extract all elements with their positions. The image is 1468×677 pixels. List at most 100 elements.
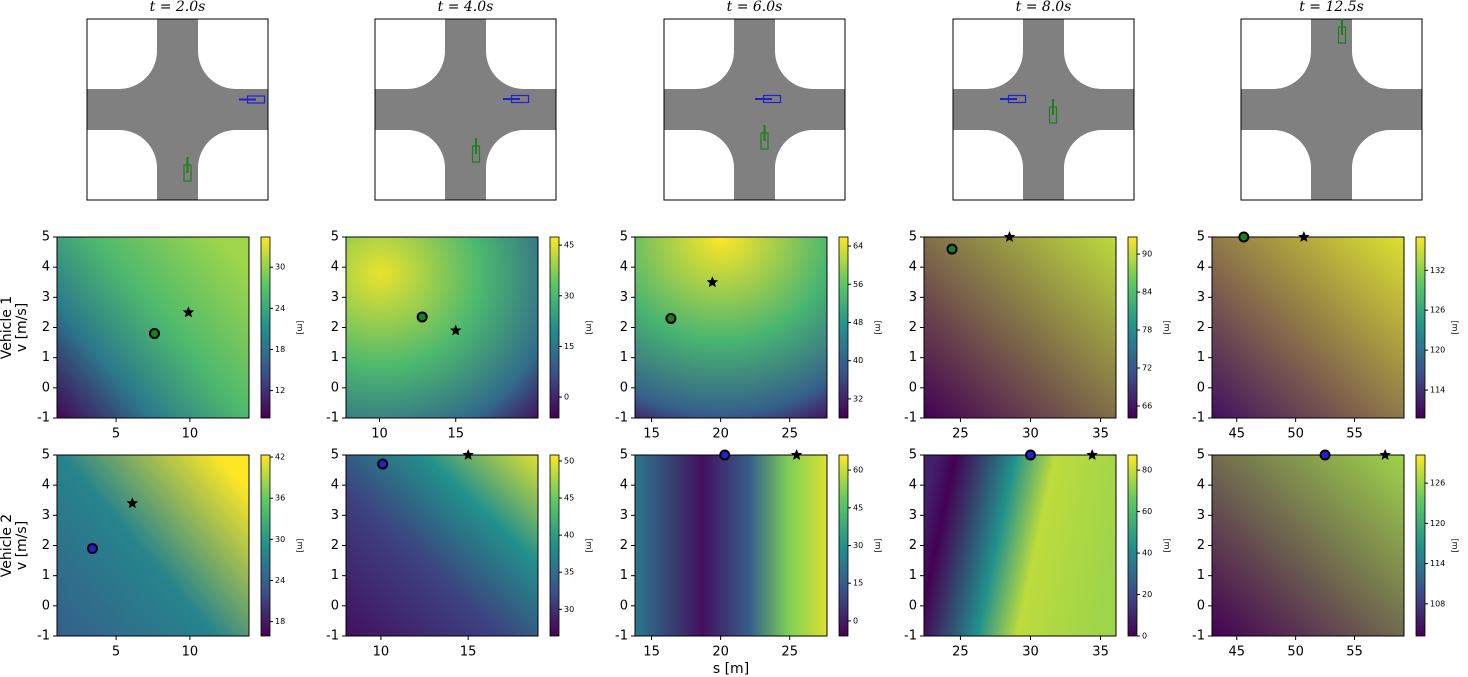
y-tick-label: 3 [42, 508, 50, 523]
y-tick-label: -1 [37, 411, 50, 426]
y-tick-label: 1 [1197, 350, 1205, 365]
y-tick-label: 2 [1197, 320, 1205, 335]
x-tick-label: 20 [712, 645, 729, 660]
colorbar-tick-label: 30 [564, 291, 574, 300]
state-marker [665, 312, 677, 324]
y-tick-label: 3 [331, 508, 339, 523]
y-axis-label: v [m/s] [14, 303, 30, 352]
colorbar-tick-label: 126 [1430, 479, 1445, 488]
colorbar-tick-label: 132 [1430, 266, 1445, 275]
contour-field [57, 237, 249, 418]
colorbar-label: [m] [585, 538, 594, 552]
y-tick-label: 5 [909, 230, 917, 245]
x-tick-label: 35 [1092, 645, 1109, 660]
y-tick-label: -1 [1192, 411, 1205, 426]
x-tick-label: 20 [712, 427, 729, 442]
colorbar-tick-label: 30 [275, 263, 285, 272]
goal-star [182, 306, 195, 318]
state-marker [1025, 449, 1037, 461]
x-tick-label: 10 [371, 427, 388, 442]
colorbar-tick-label: 120 [1430, 346, 1445, 355]
frame [1240, 18, 1423, 201]
sidewalk [664, 19, 734, 89]
y-tick-label: 4 [331, 260, 339, 275]
y-tick-label: 3 [909, 290, 917, 305]
colorbar-tick-label: 45 [564, 494, 574, 503]
x-tick-label: 10 [182, 427, 199, 442]
colorbar-tick-label: 24 [275, 576, 285, 585]
y-tick-label: -1 [326, 629, 339, 644]
x-tick-label: 25 [781, 427, 798, 442]
row-vehicle-label: Vehicle 1 [0, 296, 15, 359]
y-tick-label: 5 [620, 230, 628, 245]
colorbar [1127, 236, 1138, 419]
y-tick-label: 3 [1197, 290, 1205, 305]
sidewalk [375, 19, 445, 89]
intersection [374, 18, 557, 201]
y-tick-label: 4 [620, 478, 628, 493]
colorbar-tick-label: 45 [564, 241, 574, 250]
y-tick-label: 5 [620, 448, 628, 463]
sidewalk [87, 19, 157, 89]
frame [374, 18, 557, 201]
colorbar-tick-label: 120 [1430, 519, 1445, 528]
colorbar-tick-label: 60 [1142, 507, 1152, 516]
colorbar-label: [m] [874, 320, 883, 334]
y-tick-label: -1 [1192, 629, 1205, 644]
frame [663, 18, 846, 201]
y-tick-label: 4 [1197, 478, 1205, 493]
y-tick-label: 2 [909, 538, 917, 553]
sidewalk [953, 130, 1023, 200]
x-tick-label: 15 [460, 645, 477, 660]
goal-star [1298, 231, 1310, 242]
colorbar-tick-label: 30 [564, 605, 574, 614]
x-tick-label: 45 [1228, 427, 1245, 442]
x-tick-label: 55 [1346, 645, 1363, 660]
y-tick-label: 5 [909, 448, 917, 463]
colorbar-tick-label: 64 [853, 242, 863, 251]
state-marker [148, 328, 160, 340]
colorbar-tick-label: 84 [1142, 288, 1152, 297]
contour-field [346, 455, 538, 636]
x-tick-label: 5 [112, 645, 120, 660]
goal-star [1379, 449, 1391, 460]
sidewalk [486, 19, 556, 89]
contour-field [635, 237, 827, 418]
sidewalk [198, 130, 268, 200]
y-tick-label: 5 [1197, 230, 1205, 245]
y-tick-label: 2 [331, 320, 339, 335]
sidewalk [1064, 130, 1134, 200]
goal-star [790, 449, 803, 460]
y-tick-label: 0 [1197, 598, 1205, 613]
contour-field [346, 237, 538, 418]
x-tick-label: 55 [1346, 427, 1363, 442]
colorbar [838, 236, 849, 419]
intersection [952, 18, 1135, 201]
goal-star [1086, 449, 1098, 460]
y-tick-label: -1 [904, 629, 917, 644]
colorbar-tick-label: 15 [564, 342, 574, 351]
colorbar-label: [m] [296, 538, 305, 552]
snapshot-title: t = 12.5s [1299, 0, 1364, 15]
x-tick-label: 5 [112, 427, 120, 442]
x-axis-label: s [m] [713, 661, 749, 677]
x-tick-label: 15 [643, 645, 660, 660]
x-tick-label: 50 [1287, 645, 1304, 660]
colorbar-tick-label: 72 [1142, 364, 1152, 373]
colorbar-tick-label: 40 [853, 356, 863, 365]
colorbar [1127, 454, 1138, 637]
y-tick-label: 1 [331, 568, 339, 583]
y-tick-label: 1 [1197, 568, 1205, 583]
x-tick-label: 15 [447, 427, 464, 442]
colorbar [838, 454, 849, 637]
sidewalk [1241, 19, 1311, 89]
snapshot-title: t = 8.0s [1016, 0, 1072, 15]
y-axis-label: v [m/s] [14, 521, 30, 570]
contour-field [1212, 237, 1404, 418]
x-tick-label: 35 [1092, 427, 1109, 442]
colorbar-tick-label: 12 [275, 386, 285, 395]
contour-field [57, 455, 249, 636]
sidewalk [486, 130, 556, 200]
colorbar-tick-label: 0 [853, 616, 858, 625]
